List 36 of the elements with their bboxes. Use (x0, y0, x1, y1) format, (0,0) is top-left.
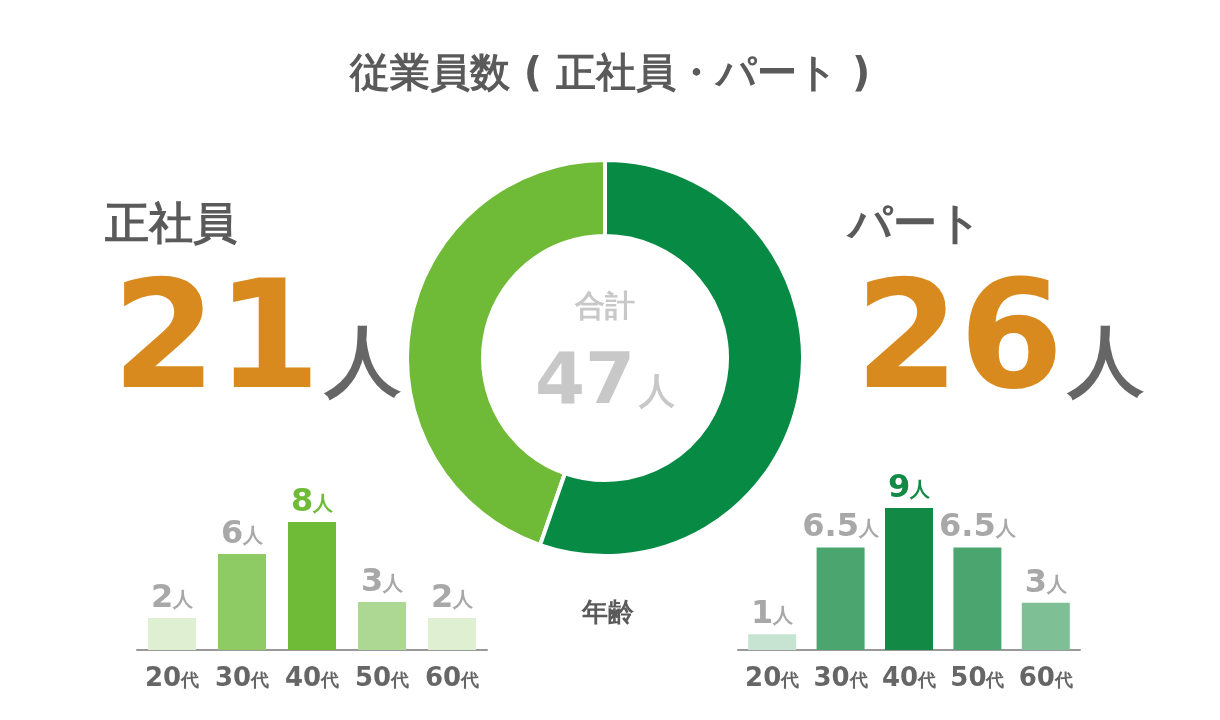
bar (358, 602, 406, 650)
x-tick-label: 50代 (950, 662, 1005, 692)
bar (885, 508, 933, 650)
data-label: 2人 (430, 577, 475, 615)
data-label: 6.5人 (802, 506, 880, 545)
data-label: 9人 (887, 467, 932, 505)
data-label: 1人 (751, 593, 795, 632)
bar (953, 547, 1002, 650)
bar (816, 547, 865, 650)
data-label: 6人 (220, 513, 265, 551)
bar (428, 618, 476, 650)
bar (288, 522, 336, 650)
x-axis-title: 年齢 (581, 597, 635, 627)
data-label: 6.5人 (939, 506, 1017, 545)
data-label: 3人 (360, 561, 405, 599)
x-tick-label: 20代 (144, 662, 200, 692)
x-tick-label: 40代 (881, 662, 937, 692)
x-tick-label: 50代 (354, 662, 410, 692)
x-tick-label: 60代 (1018, 662, 1073, 692)
x-tick-label: 30代 (214, 662, 270, 692)
x-tick-label: 40代 (284, 662, 340, 692)
x-tick-label: 20代 (745, 662, 800, 692)
x-tick-label: 60代 (424, 662, 480, 692)
data-label: 3人 (1024, 561, 1068, 600)
x-tick-label: 30代 (813, 662, 868, 692)
bar (148, 618, 196, 650)
bar (748, 634, 797, 650)
bar (218, 554, 266, 650)
data-label: 26人 (855, 248, 1144, 422)
data-label: 21人 (112, 248, 401, 422)
data-label: 2人 (150, 577, 195, 615)
slice-label: パート (846, 196, 982, 248)
chart-title: 従業員数 ( 正社員・パート ) (348, 49, 871, 95)
data-label: 8人 (290, 481, 335, 519)
slice-label: 正社員 (105, 196, 237, 248)
bar (1021, 602, 1070, 650)
